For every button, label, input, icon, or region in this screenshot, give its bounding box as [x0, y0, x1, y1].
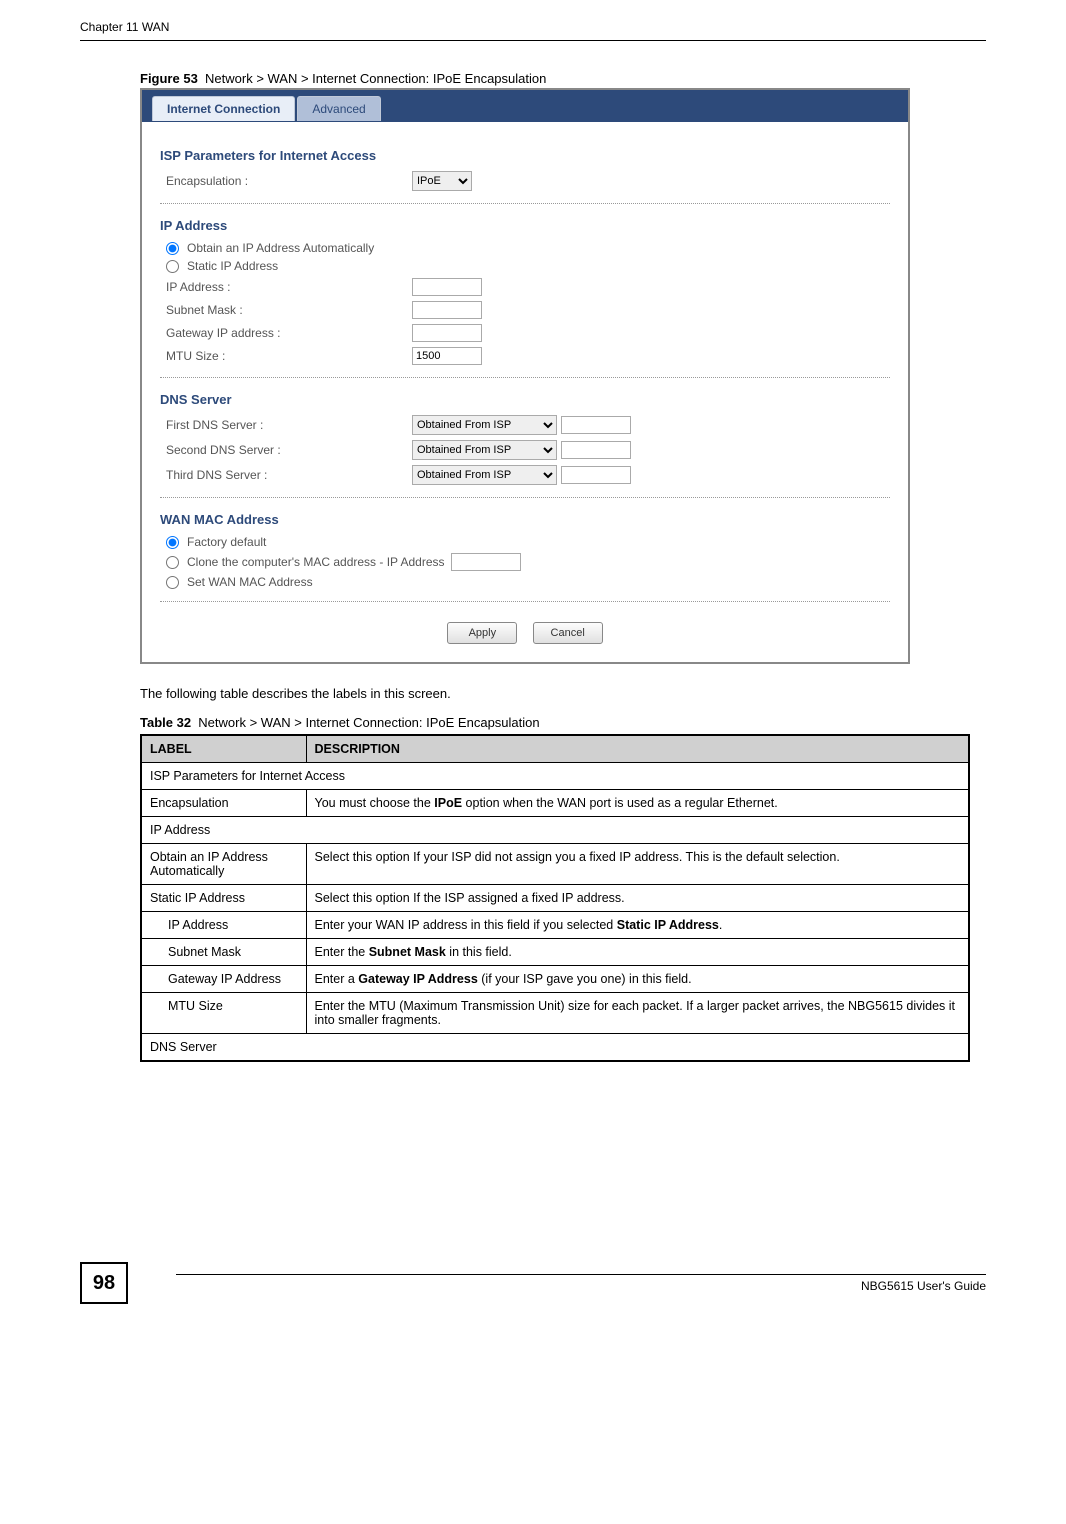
- tabs-bar: Internet ConnectionAdvanced: [142, 90, 908, 122]
- cell-gateway-ip-label: Gateway IP Address: [141, 966, 306, 993]
- running-header: Chapter 11 WAN: [80, 20, 986, 34]
- divider-4: [160, 601, 890, 602]
- section-isp-title: ISP Parameters for Internet Access: [160, 148, 890, 163]
- radio-obtain-auto[interactable]: [166, 242, 179, 255]
- cell-static-ip-label: Static IP Address: [141, 885, 306, 912]
- cell-static-ip-desc: Select this option If the ISP assigned a…: [306, 885, 969, 912]
- row-ip-address: IP Address: [141, 817, 969, 844]
- th-description: DESCRIPTION: [306, 735, 969, 763]
- radio-set-mac[interactable]: [166, 576, 179, 589]
- section-ip-title: IP Address: [160, 218, 890, 233]
- button-row: Apply Cancel: [160, 622, 890, 644]
- header-rule: [80, 40, 986, 41]
- radio-static-ip-label: Static IP Address: [187, 259, 278, 273]
- radio-static-ip[interactable]: [166, 260, 179, 273]
- guide-name: NBG5615 User's Guide: [861, 1279, 986, 1293]
- table-title: Network > WAN > Internet Connection: IPo…: [198, 715, 539, 730]
- divider-3: [160, 497, 890, 498]
- first-dns-input[interactable]: [561, 416, 631, 434]
- cell-mtu-size-label: MTU Size: [141, 993, 306, 1034]
- encapsulation-select[interactable]: IPoE: [412, 171, 472, 191]
- subnet-mask-input[interactable]: [412, 301, 482, 319]
- radio-obtain-auto-label: Obtain an IP Address Automatically: [187, 241, 374, 255]
- radio-factory-default-label: Factory default: [187, 535, 266, 549]
- second-dns-input[interactable]: [561, 441, 631, 459]
- radio-clone-mac-label: Clone the computer's MAC address - IP Ad…: [187, 555, 445, 569]
- tab-advanced[interactable]: Advanced: [297, 96, 380, 121]
- cell-encapsulation-label: Encapsulation: [141, 790, 306, 817]
- page-footer: 98 NBG5615 User's Guide: [80, 1262, 986, 1304]
- gateway-ip-input[interactable]: [412, 324, 482, 342]
- clone-mac-input[interactable]: [451, 553, 521, 571]
- first-dns-label: First DNS Server :: [166, 418, 412, 432]
- th-label: LABEL: [141, 735, 306, 763]
- cell-subnet-mask-desc: Enter the Subnet Mask in this field.: [306, 939, 969, 966]
- description-table: LABEL DESCRIPTION ISP Parameters for Int…: [140, 734, 970, 1062]
- third-dns-input[interactable]: [561, 466, 631, 484]
- table-caption: Table 32 Network > WAN > Internet Connec…: [140, 715, 986, 730]
- screenshot-panel: Internet ConnectionAdvanced ISP Paramete…: [140, 88, 910, 664]
- radio-set-mac-label: Set WAN MAC Address: [187, 575, 313, 589]
- cell-obtain-auto-desc: Select this option If your ISP did not a…: [306, 844, 969, 885]
- second-dns-label: Second DNS Server :: [166, 443, 412, 457]
- cancel-button[interactable]: Cancel: [533, 622, 603, 644]
- subnet-mask-label: Subnet Mask :: [166, 303, 412, 317]
- mtu-size-label: MTU Size :: [166, 349, 412, 363]
- first-dns-select[interactable]: Obtained From ISP: [412, 415, 557, 435]
- cell-encapsulation-desc: You must choose the IPoE option when the…: [306, 790, 969, 817]
- divider-1: [160, 203, 890, 204]
- encapsulation-label: Encapsulation :: [166, 174, 412, 188]
- post-figure-text: The following table describes the labels…: [140, 686, 986, 701]
- tab-internet-connection[interactable]: Internet Connection: [152, 96, 295, 121]
- radio-clone-mac[interactable]: [166, 556, 179, 569]
- second-dns-select[interactable]: Obtained From ISP: [412, 440, 557, 460]
- figure-label: Figure 53: [140, 71, 198, 86]
- radio-factory-default[interactable]: [166, 536, 179, 549]
- panel-body: ISP Parameters for Internet Access Encap…: [142, 122, 908, 662]
- figure-title: Network > WAN > Internet Connection: IPo…: [205, 71, 546, 86]
- ip-address-input[interactable]: [412, 278, 482, 296]
- table-label: Table 32: [140, 715, 191, 730]
- apply-button[interactable]: Apply: [447, 622, 517, 644]
- cell-gateway-ip-desc: Enter a Gateway IP Address (if your ISP …: [306, 966, 969, 993]
- mtu-size-input[interactable]: [412, 347, 482, 365]
- cell-mtu-size-desc: Enter the MTU (Maximum Transmission Unit…: [306, 993, 969, 1034]
- third-dns-label: Third DNS Server :: [166, 468, 412, 482]
- page-number: 98: [80, 1262, 128, 1304]
- section-dns-title: DNS Server: [160, 392, 890, 407]
- row-dns-server: DNS Server: [141, 1034, 969, 1062]
- ip-address-label: IP Address :: [166, 280, 412, 294]
- cell-subnet-mask-label: Subnet Mask: [141, 939, 306, 966]
- gateway-ip-label: Gateway IP address :: [166, 326, 412, 340]
- cell-ip-address-label: IP Address: [141, 912, 306, 939]
- section-mac-title: WAN MAC Address: [160, 512, 890, 527]
- divider-2: [160, 377, 890, 378]
- row-isp-params: ISP Parameters for Internet Access: [141, 763, 969, 790]
- figure-caption: Figure 53 Network > WAN > Internet Conne…: [140, 71, 986, 86]
- cell-ip-address-desc: Enter your WAN IP address in this field …: [306, 912, 969, 939]
- third-dns-select[interactable]: Obtained From ISP: [412, 465, 557, 485]
- cell-obtain-auto-label: Obtain an IP Address Automatically: [141, 844, 306, 885]
